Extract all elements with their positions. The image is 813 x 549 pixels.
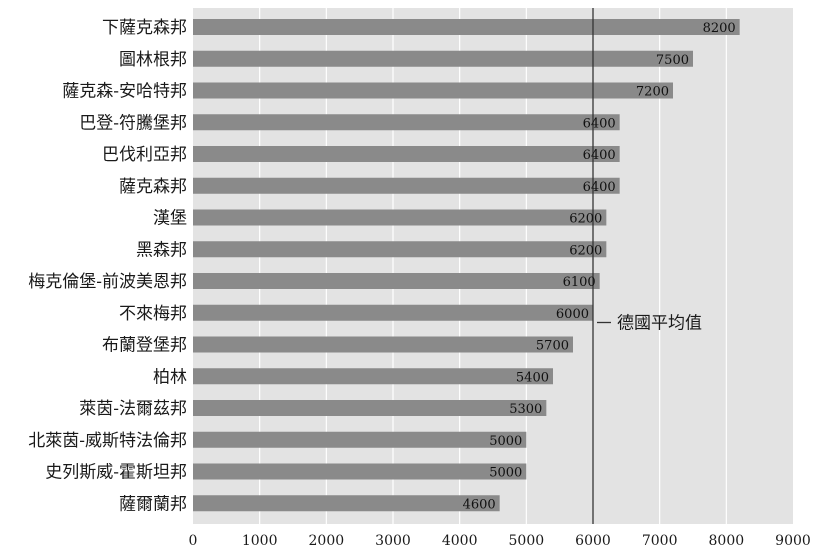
bar xyxy=(193,146,620,162)
bar xyxy=(193,177,620,194)
x-tick-label: 5000 xyxy=(509,533,545,549)
x-tick-label: 0 xyxy=(189,533,198,549)
bar xyxy=(193,368,553,385)
data-label: 5700 xyxy=(536,339,569,354)
data-label: 6100 xyxy=(563,275,596,290)
category-label: 薩克森邦 xyxy=(119,177,187,197)
bar xyxy=(193,114,620,131)
category-labels: 下薩克森邦圖林根邦薩克森-安哈特邦巴登-符騰堡邦巴伐利亞邦薩克森邦漢堡黑森邦梅克… xyxy=(28,18,187,514)
bar xyxy=(193,495,500,512)
category-label: 下薩克森邦 xyxy=(102,18,187,38)
data-label: 6400 xyxy=(583,116,616,131)
data-label: 7500 xyxy=(656,53,689,68)
bar xyxy=(193,431,527,448)
data-label: 6000 xyxy=(556,307,589,322)
category-label: 巴伐利亞邦 xyxy=(102,145,187,165)
bar xyxy=(193,400,547,416)
data-label: 5400 xyxy=(516,370,549,385)
reference-label: 德國平均值 xyxy=(617,314,702,334)
data-label: 6400 xyxy=(583,148,616,163)
x-axis-ticks: 0 1000 2000 3000 4000 5000 6000 7000 8000 9000 xyxy=(189,533,811,549)
category-label: 布蘭登堡邦 xyxy=(102,336,187,356)
data-label: 5000 xyxy=(489,466,522,481)
data-label: 6200 xyxy=(569,243,602,258)
bar xyxy=(193,50,693,67)
x-tick-label: 9000 xyxy=(775,533,811,549)
x-tick-label: 2000 xyxy=(309,533,345,549)
bar xyxy=(193,241,607,258)
category-label: 史列斯威-霍斯坦邦 xyxy=(45,463,187,483)
bar xyxy=(193,82,673,99)
value-labels: 8200 7500 7200 6400 6400 6400 6200 6200 6100 6000… xyxy=(463,21,736,512)
category-label: 黑森邦 xyxy=(136,240,187,260)
category-label: 柏林 xyxy=(153,367,187,387)
category-label: 巴登-符騰堡邦 xyxy=(79,113,187,133)
x-tick-label: 6000 xyxy=(575,533,611,549)
bar xyxy=(193,209,607,226)
x-tick-label: 3000 xyxy=(375,533,411,549)
category-label: 不來梅邦 xyxy=(119,304,187,324)
x-tick-label: 1000 xyxy=(242,533,278,549)
data-label: 6200 xyxy=(569,212,602,227)
reference-layer: 德國平均值 xyxy=(592,8,702,524)
x-tick-label: 7000 xyxy=(642,533,678,549)
data-label: 7200 xyxy=(636,85,669,100)
bar xyxy=(193,463,527,480)
x-tick-label: 4000 xyxy=(442,533,478,549)
category-label: 薩爾蘭邦 xyxy=(119,494,187,514)
data-label: 6400 xyxy=(583,180,616,195)
category-label: 萊茵-法爾茲邦 xyxy=(79,399,187,419)
category-label: 北萊茵-威斯特法倫邦 xyxy=(28,431,187,451)
category-label: 漢堡 xyxy=(153,209,187,229)
data-label: 5300 xyxy=(509,402,542,417)
bars-layer xyxy=(193,19,740,512)
bar xyxy=(193,304,593,321)
data-label: 4600 xyxy=(463,497,496,512)
data-label: 8200 xyxy=(703,21,736,36)
category-label: 薩克森-安哈特邦 xyxy=(62,82,187,102)
category-label: 圖林根邦 xyxy=(119,50,187,70)
bar xyxy=(193,273,600,289)
x-tick-label: 8000 xyxy=(709,533,745,549)
data-label: 5000 xyxy=(489,434,522,449)
bar xyxy=(193,336,573,353)
bar xyxy=(193,19,740,35)
category-label: 梅克倫堡-前波美恩邦 xyxy=(28,272,187,292)
